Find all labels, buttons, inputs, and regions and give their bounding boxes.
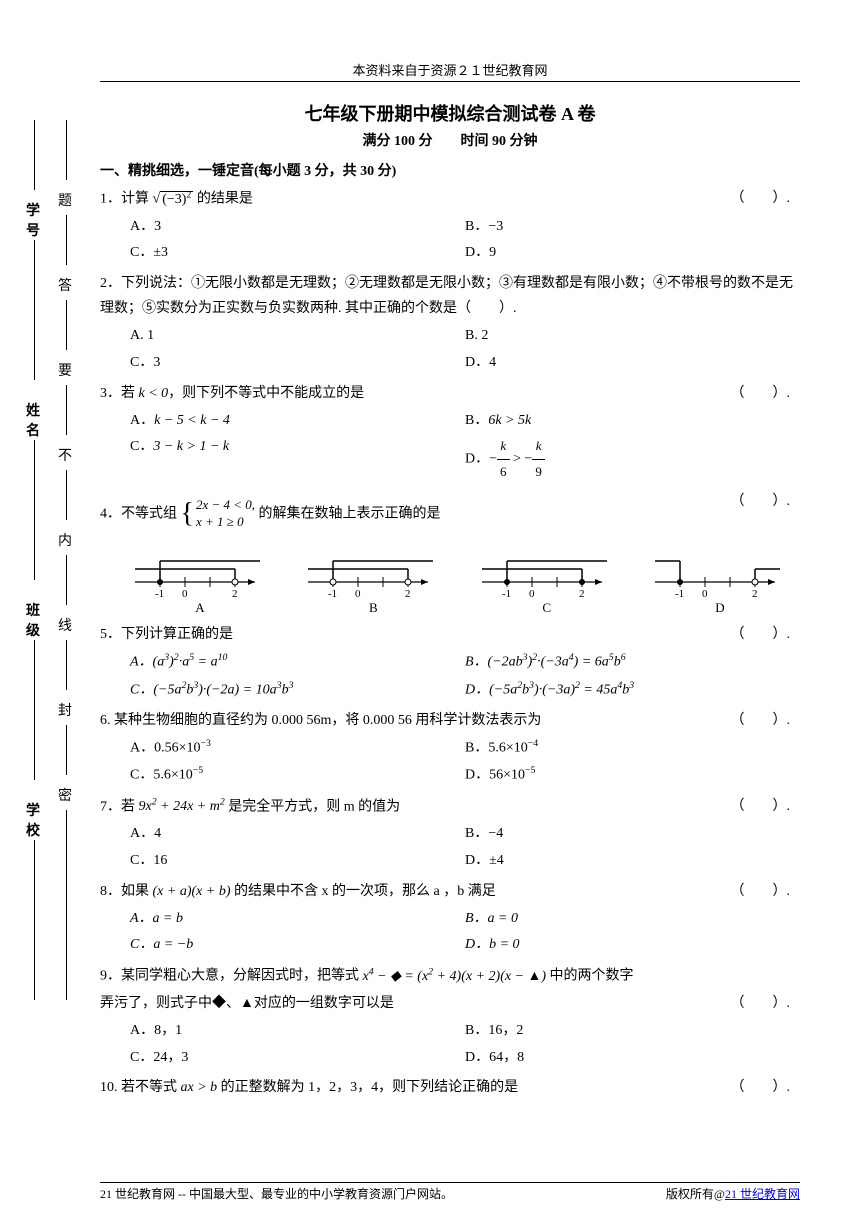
exam-title: 七年级下册期中模拟综合测试卷 A 卷 bbox=[100, 100, 800, 126]
q6-opt-c: C．5.6×10−5 bbox=[130, 762, 465, 789]
q2-opt-b: B. 2 bbox=[465, 323, 800, 350]
q5-opt-a: A．(a3)2·a5 = a10 bbox=[130, 649, 465, 676]
exam-subtitle: 满分 100 分 时间 90 分钟 bbox=[100, 130, 800, 150]
chart-d: -1 0 2 D bbox=[650, 547, 790, 616]
q1-opt-c: C．±3 bbox=[130, 240, 465, 267]
svg-text:2: 2 bbox=[405, 588, 411, 597]
question-1: 1．计算 √(−3)2 的结果是（ ）. A．3 B．−3 C．±3 D．9 bbox=[100, 186, 800, 267]
footer-right: 版权所有@21 世纪教育网 bbox=[666, 1185, 800, 1202]
q5-opt-b: B．(−2ab3)2·(−3a4) = 6a5b6 bbox=[465, 649, 800, 676]
q3-opt-b: B．6k > 5k bbox=[465, 408, 800, 435]
chart-a: -1 0 2 A bbox=[130, 547, 270, 616]
q6-opt-a: A．0.56×10−3 bbox=[130, 735, 465, 762]
footer-left: 21 世纪教育网 -- 中国最大型、最专业的中小学教育资源门户网站。 bbox=[100, 1185, 453, 1202]
svg-text:-1: -1 bbox=[675, 588, 684, 597]
label-xuehao: 学号 bbox=[26, 200, 40, 240]
footer-link[interactable]: 21 世纪教育网 bbox=[725, 1187, 800, 1201]
svg-text:0: 0 bbox=[529, 588, 535, 597]
chart-c: -1 0 2 C bbox=[477, 547, 617, 616]
svg-text:0: 0 bbox=[702, 588, 708, 597]
q2-opt-d: D．4 bbox=[465, 350, 800, 377]
svg-text:-1: -1 bbox=[328, 588, 337, 597]
q3-opt-d: D．−k6 > −k9 bbox=[465, 434, 800, 484]
q6-opt-d: D．56×10−5 bbox=[465, 762, 800, 789]
question-5: 5．下列计算正确的是（ ）. A．(a3)2·a5 = a10 B．(−2ab3… bbox=[100, 622, 800, 704]
q7-opt-d: D．±4 bbox=[465, 848, 800, 875]
page-footer: 21 世纪教育网 -- 中国最大型、最专业的中小学教育资源门户网站。 版权所有@… bbox=[100, 1182, 800, 1202]
q8-opt-a: A．a = b bbox=[130, 906, 465, 933]
svg-text:0: 0 bbox=[182, 588, 188, 597]
q1-opt-a: A．3 bbox=[130, 214, 465, 241]
q5-opt-d: D．(−5a2b3)·(−3a)2 = 45a4b3 bbox=[465, 677, 800, 704]
chart-b: -1 0 2 B bbox=[303, 547, 443, 616]
q9-opt-c: C．24，3 bbox=[130, 1045, 465, 1072]
svg-text:2: 2 bbox=[232, 588, 238, 597]
q3-opt-a: A．k − 5 < k − 4 bbox=[130, 408, 465, 435]
question-3: 3．若 k < 0，则下列不等式中不能成立的是（ ）. A．k − 5 < k … bbox=[100, 381, 800, 485]
question-2: 2．下列说法：①无限小数都是无理数；②无理数都是无限小数；③有理数都是有限小数；… bbox=[100, 271, 800, 377]
label-banji: 班级 bbox=[26, 600, 40, 640]
page-content: 本资料来自于资源２１世纪教育网 七年级下册期中模拟综合测试卷 A 卷 满分 10… bbox=[100, 60, 800, 1104]
q2-opt-c: C．3 bbox=[130, 350, 465, 377]
q9-opt-a: A．8，1 bbox=[130, 1018, 465, 1045]
label-xingming: 姓名 bbox=[26, 400, 40, 440]
question-6: 6. 某种生物细胞的直径约为 0.000 56m，将 0.000 56 用科学计… bbox=[100, 708, 800, 790]
q1-opt-d: D．9 bbox=[465, 240, 800, 267]
svg-text:2: 2 bbox=[752, 588, 758, 597]
question-4: 4．不等式组 {2x − 4 < 0,x + 1 ≥ 0 的解集在数轴上表示正确… bbox=[100, 489, 800, 618]
svg-text:-1: -1 bbox=[502, 588, 511, 597]
q5-opt-c: C．(−5a2b3)·(−2a) = 10a3b3 bbox=[130, 677, 465, 704]
q7-opt-c: C．16 bbox=[130, 848, 465, 875]
question-7: 7．若 9x2 + 24x + m2 是完全平方式，则 m 的值为（ ）. A．… bbox=[100, 794, 800, 875]
svg-text:0: 0 bbox=[355, 588, 361, 597]
section-heading: 一、精挑细选，一锤定音(每小题 3 分，共 30 分) bbox=[100, 160, 800, 180]
binding-margin: 学号 姓名 班级 学校 题 答 要 不 内 线 封 密 bbox=[20, 120, 80, 1120]
label-xuexiao: 学校 bbox=[26, 800, 40, 840]
numberline-options: -1 0 2 A -1 0 bbox=[100, 541, 800, 618]
q7-opt-b: B．−4 bbox=[465, 821, 800, 848]
question-9: 9．某同学粗心大意，分解因式时，把等式 x4 − ◆ = (x2 + 4)(x … bbox=[100, 963, 800, 1071]
q2-opt-a: A. 1 bbox=[130, 323, 465, 350]
q8-opt-d: D．b = 0 bbox=[465, 932, 800, 959]
question-8: 8．如果 (x + a)(x + b) 的结果中不含 x 的一次项，那么 a ，… bbox=[100, 879, 800, 959]
q3-opt-c: C．3 − k > 1 − k bbox=[130, 434, 465, 484]
q9-opt-b: B．16，2 bbox=[465, 1018, 800, 1045]
header-source: 本资料来自于资源２１世纪教育网 bbox=[100, 60, 800, 82]
svg-text:-1: -1 bbox=[155, 588, 164, 597]
q8-opt-c: C．a = −b bbox=[130, 932, 465, 959]
question-10: 10. 若不等式 ax > b 的正整数解为 1，2，3，4，则下列结论正确的是… bbox=[100, 1075, 800, 1100]
q6-opt-b: B．5.6×10−4 bbox=[465, 735, 800, 762]
q8-opt-b: B．a = 0 bbox=[465, 906, 800, 933]
q9-opt-d: D．64，8 bbox=[465, 1045, 800, 1072]
q1-opt-b: B．−3 bbox=[465, 214, 800, 241]
q7-opt-a: A．4 bbox=[130, 821, 465, 848]
svg-text:2: 2 bbox=[579, 588, 585, 597]
